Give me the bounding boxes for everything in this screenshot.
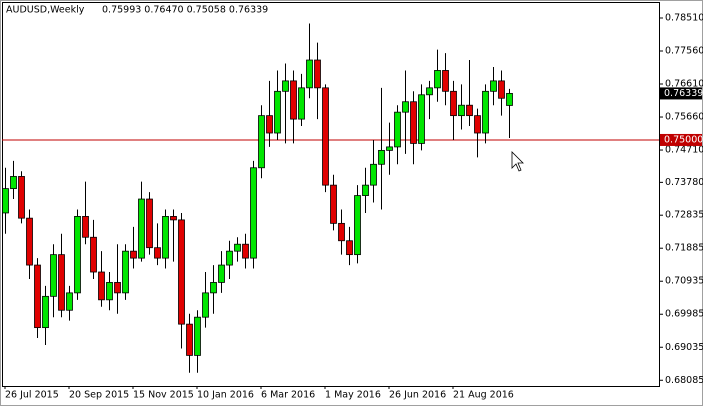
candle-body	[122, 250, 129, 294]
candle-body	[58, 254, 65, 311]
candle-body	[106, 282, 113, 301]
x-tick-label: 6 Mar 2016	[261, 390, 315, 401]
candle-body	[434, 70, 441, 89]
level-label: 0.75000	[664, 134, 703, 145]
y-tick-label: 0.69985	[665, 309, 703, 320]
candle-body	[138, 198, 145, 259]
symbol-title: AUDUSD,Weekly	[6, 5, 85, 16]
candle-body	[26, 217, 33, 266]
candle-body	[362, 184, 369, 196]
candle-body	[34, 264, 41, 329]
candle-body	[410, 101, 417, 144]
candle-body	[274, 90, 281, 134]
candle-body	[346, 240, 353, 256]
candle-body	[498, 80, 505, 99]
candle-body	[450, 90, 457, 117]
candle-body	[210, 282, 217, 294]
candle-body	[266, 115, 273, 134]
candle-body	[226, 250, 233, 266]
last-price-label: 0.76339	[664, 88, 703, 99]
candle-body	[282, 80, 289, 92]
y-tick-label: 0.69035	[665, 342, 703, 353]
x-tick-label: 26 Jun 2016	[389, 390, 446, 401]
candle-body	[194, 316, 201, 356]
y-tick-label: 0.74710	[665, 145, 703, 156]
candle-body	[306, 59, 313, 89]
candle-body	[130, 250, 137, 259]
candle-body	[98, 271, 105, 301]
candle-body	[458, 104, 465, 117]
candle-body	[66, 292, 73, 311]
candle-body	[146, 198, 153, 249]
candle-body	[82, 216, 89, 238]
candle-body	[370, 163, 377, 186]
candle-body	[426, 87, 433, 96]
candle-body	[482, 90, 489, 134]
y-tick-label: 0.75660	[665, 112, 703, 123]
x-tick-label: 20 Sep 2015	[69, 390, 129, 401]
y-tick-label: 0.76610	[665, 79, 703, 90]
candle-body	[330, 184, 337, 224]
candle-body	[218, 264, 225, 283]
candle-body	[290, 80, 297, 120]
candle-body	[354, 195, 361, 256]
candle-body	[402, 101, 409, 113]
y-tick-label: 0.72835	[665, 210, 703, 221]
candle-body	[466, 104, 473, 117]
candle-body	[10, 176, 17, 190]
candle-body	[186, 323, 193, 356]
candle-body	[490, 80, 497, 92]
level-label-box	[660, 133, 702, 146]
mouse-cursor	[511, 151, 524, 172]
x-tick-label: 10 Jan 2016	[197, 390, 254, 401]
candle-body	[418, 94, 425, 144]
candle-body	[154, 247, 161, 259]
candle-body	[90, 236, 97, 273]
candle-body	[298, 87, 305, 120]
candle-body	[178, 219, 185, 325]
candle-body	[258, 115, 265, 169]
y-tick-label: 0.73780	[665, 177, 703, 188]
y-tick-label: 0.71885	[665, 243, 703, 254]
x-tick-label: 26 Jul 2015	[5, 390, 59, 401]
candle-body	[170, 216, 177, 221]
candle-body	[378, 149, 385, 165]
candle-body	[50, 254, 57, 297]
x-tick-label: 21 Aug 2016	[453, 390, 514, 401]
y-tick-label: 0.77560	[665, 45, 703, 56]
candle-body	[2, 188, 9, 214]
candle-body	[250, 167, 257, 259]
candle-body	[74, 216, 81, 294]
candle-body	[314, 59, 321, 89]
candle-body	[18, 176, 25, 219]
candle-body	[338, 222, 345, 242]
y-tick-label: 0.70935	[665, 276, 703, 287]
last-price-box	[660, 87, 702, 100]
x-tick-label: 1 May 2016	[325, 390, 381, 401]
candle-body	[234, 243, 241, 252]
x-tick-label: 15 Nov 2015	[133, 390, 194, 401]
candle-body	[474, 115, 481, 134]
y-tick-label: 0.68085	[665, 375, 703, 386]
candle-body	[442, 70, 449, 92]
y-tick-label: 0.78510	[665, 12, 703, 23]
candle-body	[242, 243, 249, 259]
candle-body	[114, 282, 121, 294]
candle-body	[506, 93, 513, 106]
candle-body	[386, 146, 393, 151]
candle-body	[322, 87, 329, 186]
candle-body	[202, 292, 209, 318]
candle-body	[394, 111, 401, 148]
candle-body	[162, 216, 169, 259]
candle-body	[42, 295, 49, 329]
ohlc-text: 0.75993 0.76470 0.75058 0.76339	[102, 5, 268, 16]
